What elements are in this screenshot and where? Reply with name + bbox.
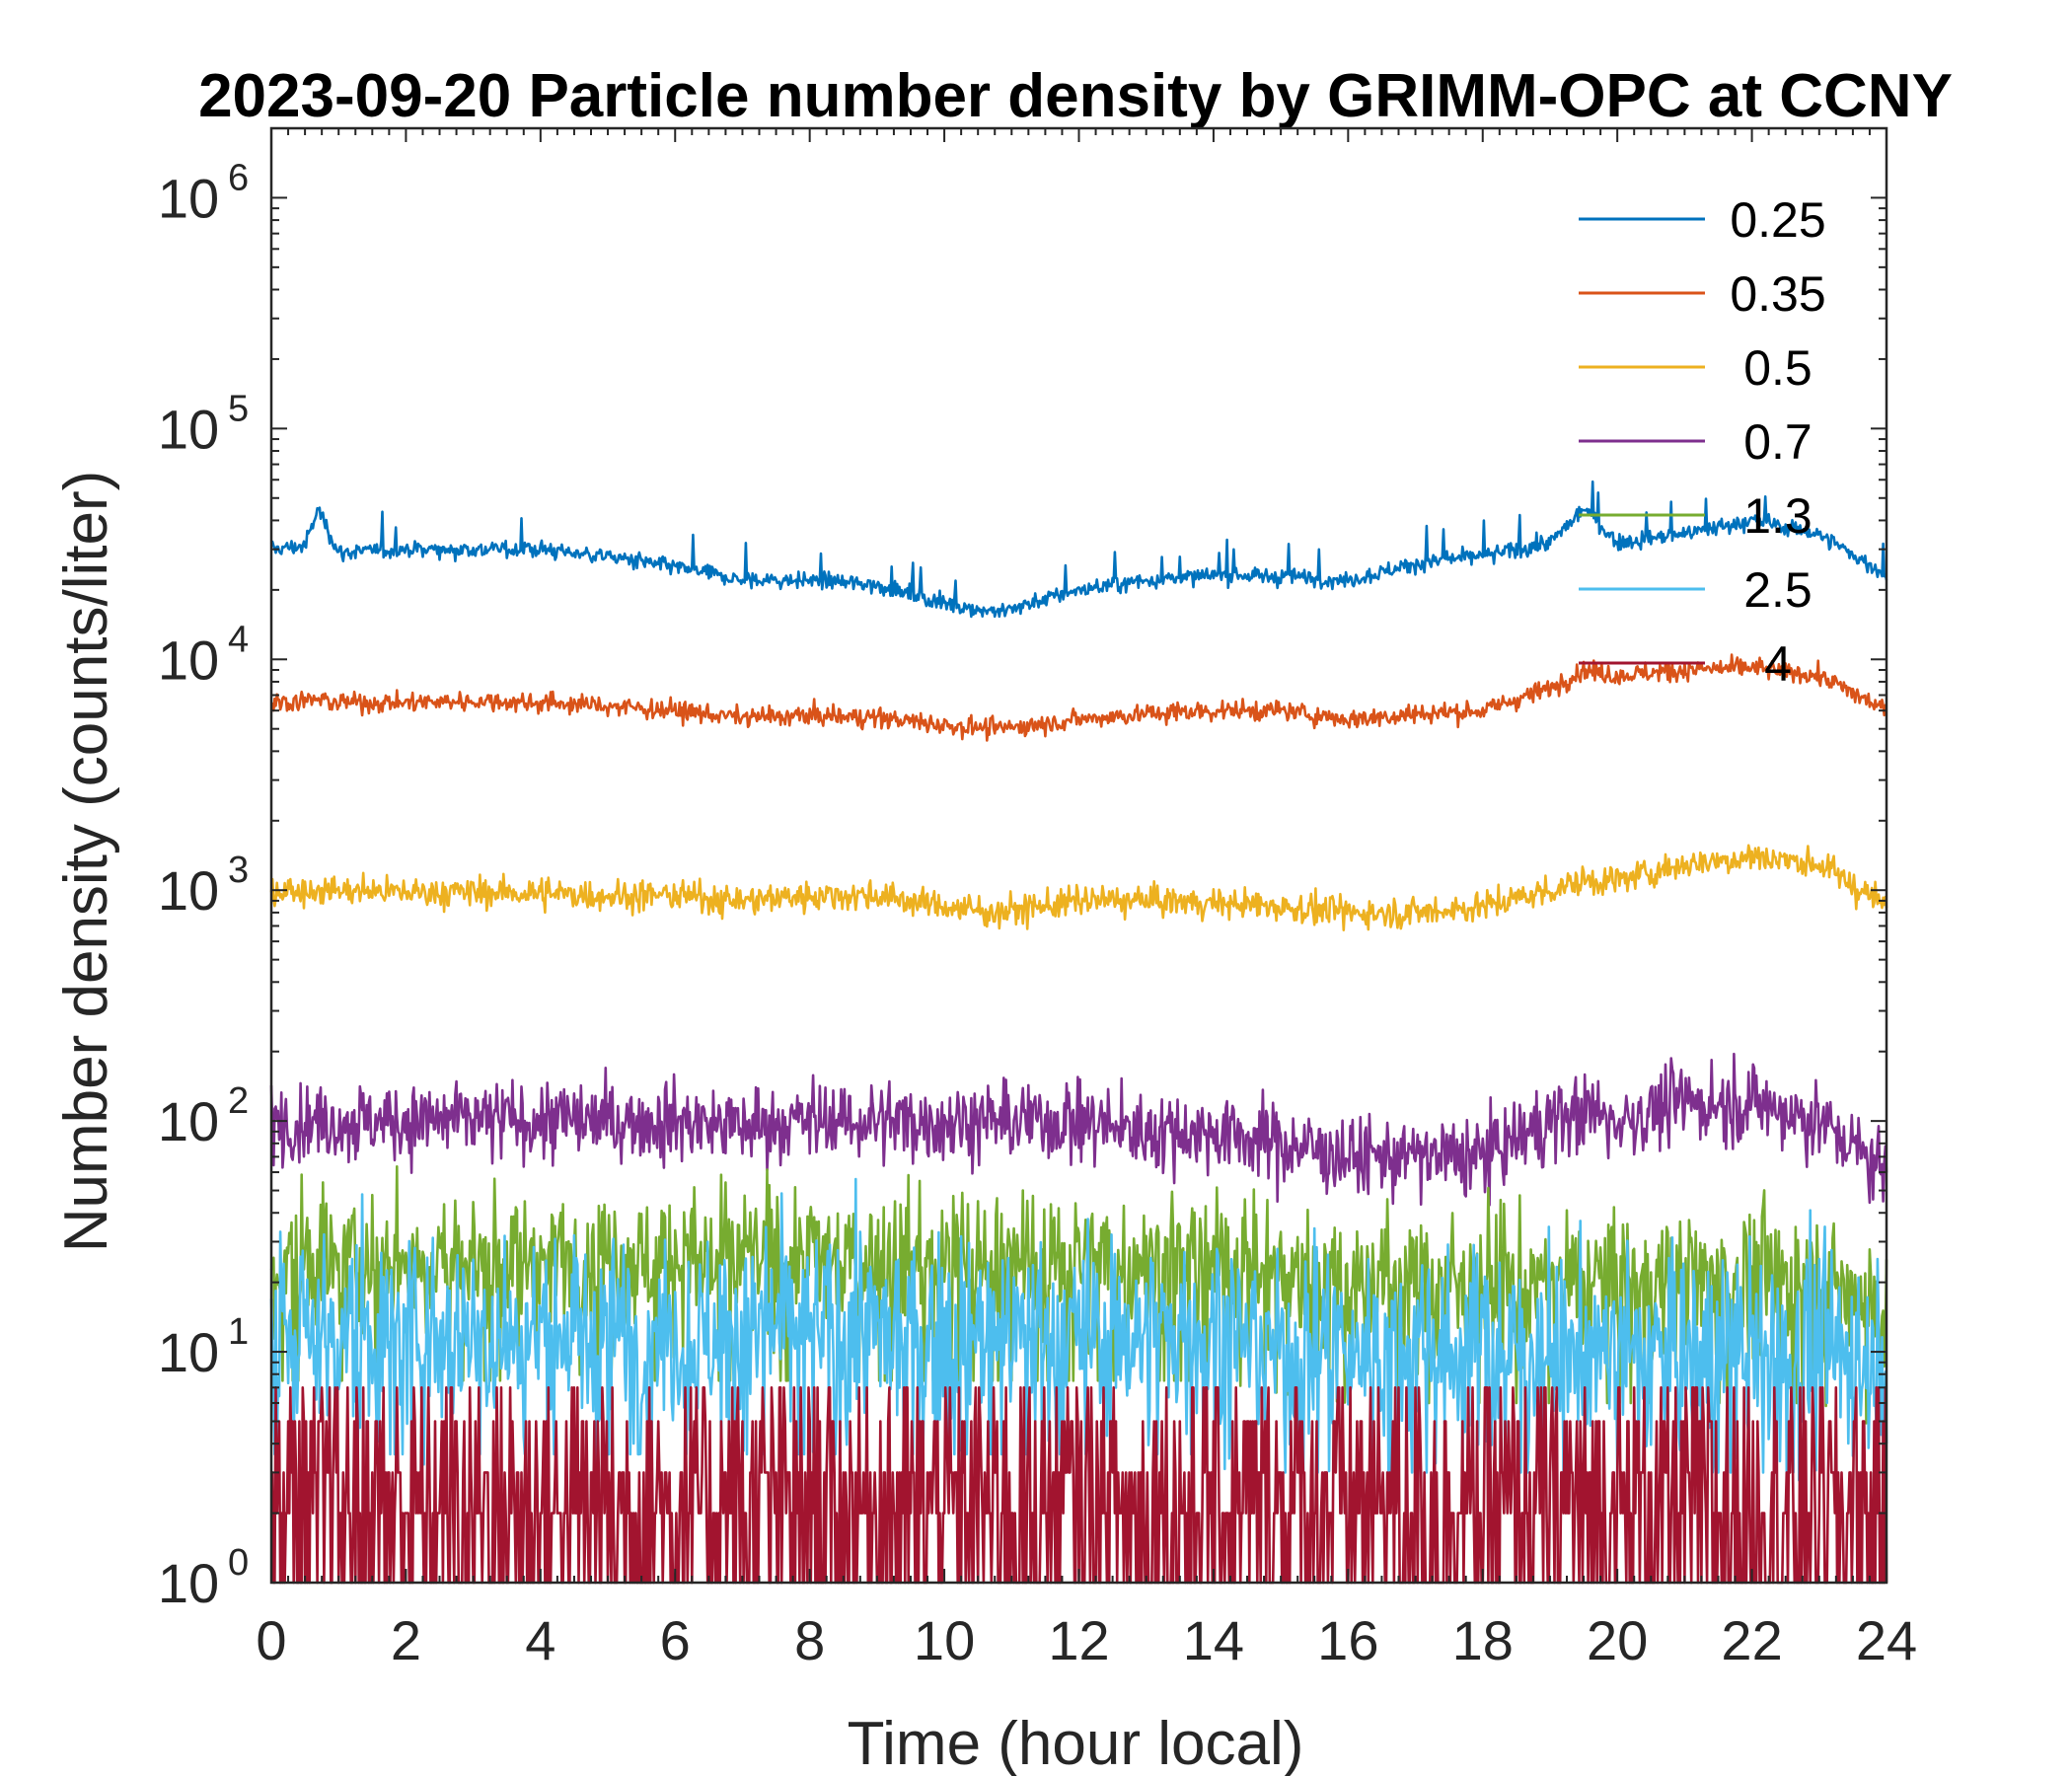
y-tick-label: 10 — [158, 167, 219, 229]
series-line-0_35 — [269, 653, 1887, 742]
y-tick-label: 10 — [158, 629, 219, 691]
series-line-0_7 — [269, 1052, 1888, 1207]
legend-label-0_5: 0.5 — [1743, 340, 1813, 396]
legend: 0.25 0.35 0.5 0.7 1.3 2.5 4 — [1579, 192, 1826, 692]
legend-label-0_7: 0.7 — [1743, 414, 1813, 470]
series-line-1_3 — [269, 1165, 1888, 1425]
x-tick-label: 10 — [914, 1609, 975, 1671]
y-tick-exponent: 2 — [228, 1080, 249, 1122]
x-tick-label: 24 — [1856, 1609, 1917, 1671]
x-tick-label: 20 — [1587, 1609, 1648, 1671]
x-axis-label: Time (hour local) — [848, 1710, 1304, 1776]
y-tick-label: 10 — [158, 1552, 219, 1614]
y-tick-label: 10 — [158, 1090, 219, 1152]
chart-title: 2023-09-20 Particle number density by GR… — [198, 62, 1953, 130]
legend-label-4: 4 — [1764, 636, 1792, 692]
x-tick-label: 12 — [1048, 1609, 1109, 1671]
legend-label-0_35: 0.35 — [1730, 266, 1825, 322]
legend-label-2_5: 2.5 — [1743, 562, 1813, 618]
y-tick-exponent: 6 — [228, 157, 249, 198]
y-tick-label: 10 — [158, 398, 219, 460]
series-layer — [269, 480, 1888, 1585]
legend-label-1_3: 1.3 — [1743, 488, 1813, 544]
y-tick-exponent: 4 — [228, 619, 249, 660]
y-tick-exponent: 3 — [228, 850, 249, 891]
x-tick-label: 2 — [391, 1609, 421, 1671]
x-tick-label: 6 — [660, 1609, 691, 1671]
y-tick-exponent: 5 — [228, 388, 249, 429]
series-line-0_5 — [269, 844, 1888, 931]
x-tick-label: 16 — [1317, 1609, 1378, 1671]
x-tick-label: 18 — [1452, 1609, 1514, 1671]
x-tick-label: 4 — [525, 1609, 555, 1671]
y-tick-label: 10 — [158, 859, 219, 922]
y-axis-label: Number density (counts/liter) — [52, 471, 120, 1253]
x-tick-label: 0 — [256, 1609, 286, 1671]
y-tick-label: 10 — [158, 1321, 219, 1383]
x-tick-label: 8 — [794, 1609, 825, 1671]
x-tick-label: 14 — [1183, 1609, 1244, 1671]
y-tick-exponent: 0 — [228, 1542, 249, 1584]
series-line-0_25 — [269, 480, 1888, 619]
legend-label-0_25: 0.25 — [1730, 192, 1825, 248]
x-tick-label: 22 — [1721, 1609, 1782, 1671]
y-tick-exponent: 1 — [228, 1311, 249, 1353]
